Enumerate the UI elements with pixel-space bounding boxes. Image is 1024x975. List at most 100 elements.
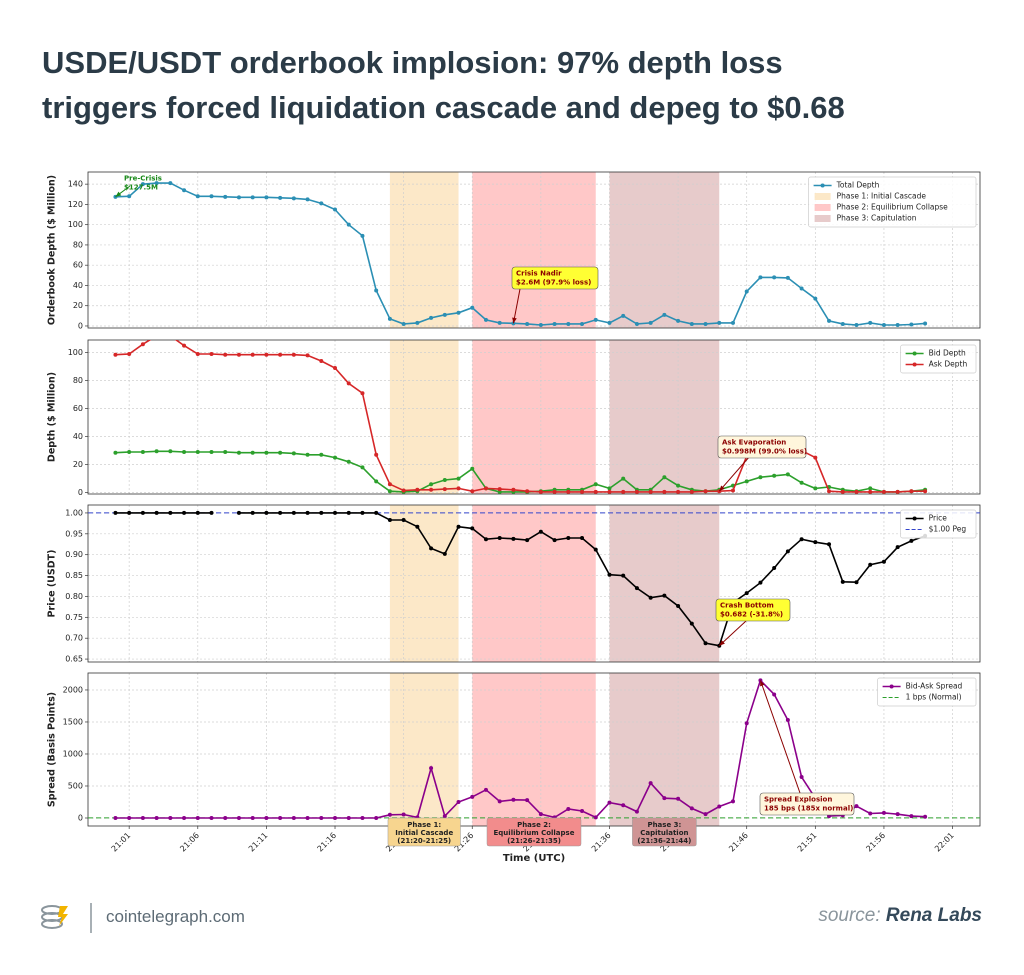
series-marker xyxy=(676,318,681,323)
series-marker xyxy=(909,538,914,543)
series-marker xyxy=(813,296,818,301)
annotation-box xyxy=(715,598,791,622)
y-tick-label: 500 xyxy=(68,781,83,790)
series-marker xyxy=(168,510,173,515)
annotation-box xyxy=(511,266,599,290)
x-tick-label: 21:11 xyxy=(247,831,270,854)
series-marker xyxy=(374,479,379,484)
series-marker xyxy=(223,352,228,357)
phase-band xyxy=(472,340,596,494)
series-line xyxy=(115,450,926,493)
series-marker xyxy=(456,310,461,315)
phase-band xyxy=(609,340,720,494)
series-marker xyxy=(333,815,338,820)
annotation-arrow xyxy=(718,620,747,647)
y-tick-label: 60 xyxy=(73,404,83,413)
series-marker xyxy=(868,489,873,494)
series-marker xyxy=(703,489,708,494)
series-marker xyxy=(552,489,557,494)
legend-marker xyxy=(889,684,894,689)
series-marker xyxy=(525,321,530,326)
series-marker xyxy=(744,721,749,726)
series-marker xyxy=(305,353,310,358)
series-marker xyxy=(319,510,324,515)
series-marker xyxy=(319,452,324,457)
series-marker xyxy=(497,489,502,494)
series-marker xyxy=(442,487,447,492)
series-marker xyxy=(758,475,763,480)
series-marker xyxy=(593,482,598,487)
y-tick-label: 0.90 xyxy=(65,550,83,559)
series-marker xyxy=(456,486,461,491)
axes-frame xyxy=(87,504,981,663)
legend-swatch xyxy=(814,204,831,211)
series-marker xyxy=(127,194,132,199)
phase-band xyxy=(472,172,596,328)
series-marker xyxy=(799,480,804,485)
series-marker xyxy=(209,450,214,454)
series-marker xyxy=(648,320,653,325)
series-marker xyxy=(223,450,228,454)
series-marker xyxy=(580,535,585,540)
series-marker xyxy=(195,815,200,820)
series-marker xyxy=(319,201,324,206)
y-axis-label: Depth ($ Million) xyxy=(47,372,58,462)
series-marker xyxy=(470,489,475,494)
series-marker xyxy=(868,320,873,325)
series-marker xyxy=(346,222,351,227)
y-tick-label: 0 xyxy=(78,488,83,497)
series-marker xyxy=(621,803,626,808)
series-marker xyxy=(799,286,804,291)
series-marker xyxy=(621,573,626,578)
series-line xyxy=(115,182,926,326)
series-marker xyxy=(511,536,516,541)
annotation-arrow xyxy=(759,680,801,794)
legend-label: 1 bps (Normal) xyxy=(906,693,962,702)
series-marker xyxy=(525,798,530,803)
series-line xyxy=(115,678,926,819)
phase-band xyxy=(609,673,720,826)
series-marker xyxy=(566,535,571,540)
series-marker xyxy=(607,486,612,491)
source-label: source: xyxy=(818,905,881,926)
logo xyxy=(41,903,92,933)
series-marker xyxy=(182,815,187,820)
series-marker xyxy=(346,815,351,820)
annotation-arrow xyxy=(718,455,751,492)
y-tick-label: 0.85 xyxy=(65,571,83,580)
y-tick-label: 0.75 xyxy=(65,613,83,622)
series-marker xyxy=(676,796,681,801)
series-marker xyxy=(772,692,777,697)
phase-label: Phase 2: xyxy=(517,821,551,829)
series-marker xyxy=(648,781,653,786)
annotation-text: $2.6M (97.9% loss) xyxy=(516,279,591,287)
series-marker xyxy=(483,537,488,542)
x-tick-label: 21:06 xyxy=(178,831,201,854)
series-marker xyxy=(182,343,187,348)
y-tick-label: 40 xyxy=(73,432,83,441)
title: USDE/USDT orderbook implosion: 97% depth… xyxy=(42,40,845,130)
series-marker xyxy=(456,524,461,529)
phase-label: Initial Cascade xyxy=(395,829,453,837)
annotation-text: 185 bps (185x normal) xyxy=(764,805,853,813)
series-marker xyxy=(538,322,543,327)
y-tick-label: 0.70 xyxy=(65,634,83,643)
series-marker xyxy=(689,806,694,811)
series-marker xyxy=(429,766,434,771)
series-marker xyxy=(429,315,434,320)
series-marker xyxy=(415,524,420,529)
x-tick-label: 21:16 xyxy=(316,831,339,854)
series-marker xyxy=(250,510,255,515)
series-marker xyxy=(634,809,639,814)
series-marker xyxy=(497,535,502,540)
series-marker xyxy=(648,489,653,494)
series-marker xyxy=(854,322,859,327)
series-marker xyxy=(799,775,804,780)
series-marker xyxy=(676,604,681,609)
series-marker xyxy=(827,489,832,494)
series-marker xyxy=(333,366,338,370)
legend-label: $1.00 Peg xyxy=(929,525,967,534)
y-tick-label: 0.95 xyxy=(65,529,83,538)
